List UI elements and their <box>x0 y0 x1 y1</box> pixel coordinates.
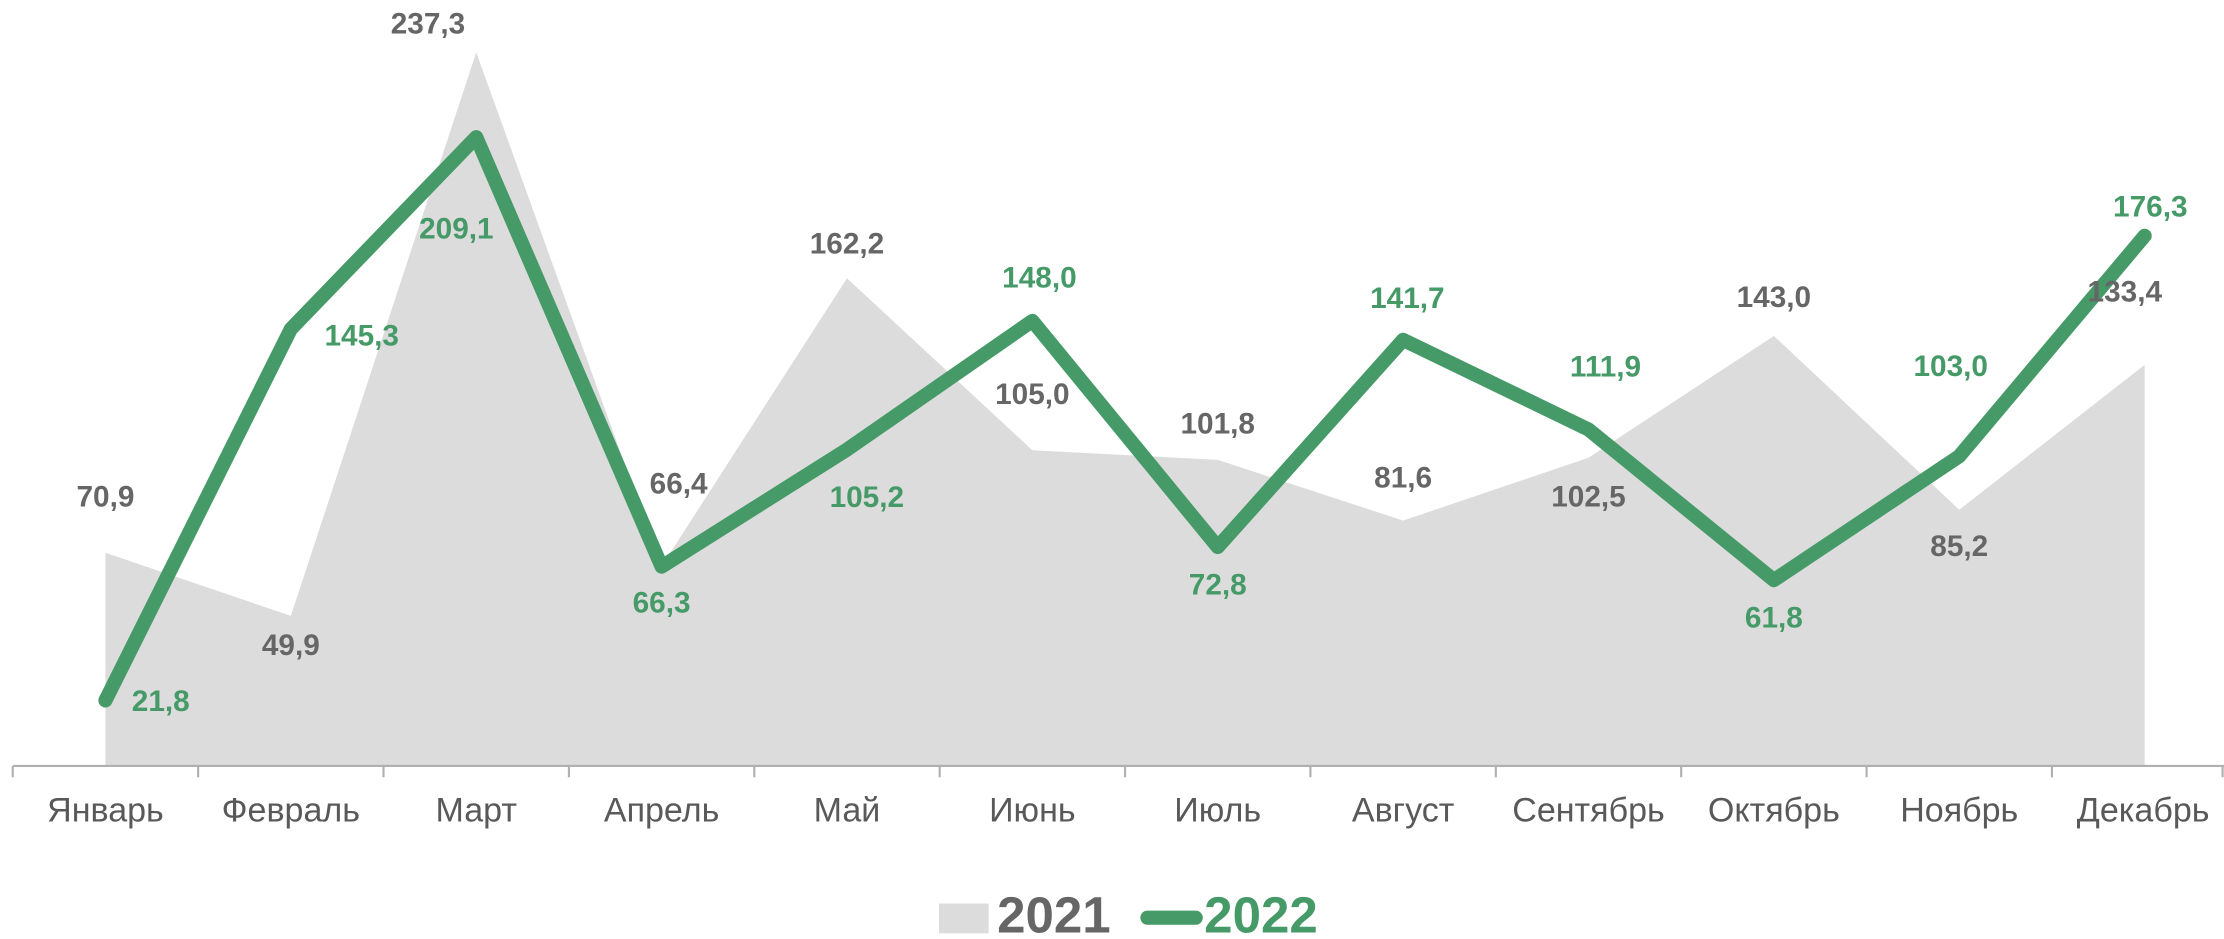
data-label: 49,9 <box>262 629 320 662</box>
data-label: 148,0 <box>1002 262 1076 295</box>
x-tick-label: Март <box>435 792 516 830</box>
data-label: 85,2 <box>1930 530 1988 563</box>
data-label: 21,8 <box>132 685 190 718</box>
data-label: 66,3 <box>633 587 691 620</box>
area-2021 <box>105 52 2145 766</box>
x-tick-label: Апрель <box>604 792 719 830</box>
data-label: 176,3 <box>2113 191 2188 224</box>
x-tick-label: Ноябрь <box>1900 792 2018 830</box>
x-tick-label: Февраль <box>222 792 360 830</box>
data-label: 143,0 <box>1737 281 1811 314</box>
data-label: 133,4 <box>2088 276 2163 309</box>
legend-label: 2022 <box>1204 887 1318 939</box>
data-label: 72,8 <box>1189 569 1247 602</box>
data-label: 141,7 <box>1370 282 1445 315</box>
x-tick-label: Июнь <box>989 792 1076 830</box>
data-label: 237,3 <box>391 7 465 40</box>
data-label: 70,9 <box>76 481 134 514</box>
x-tick-label: Декабрь <box>2077 792 2210 830</box>
data-label: 111,9 <box>1570 350 1641 383</box>
data-label: 61,8 <box>1745 602 1803 635</box>
data-label: 103,0 <box>1914 350 1989 383</box>
x-tick-label: Сентябрь <box>1512 792 1664 830</box>
data-label: 66,4 <box>650 467 708 500</box>
data-label: 105,2 <box>830 481 905 514</box>
x-tick-label: Июль <box>1174 792 1261 830</box>
line-2022 <box>98 130 2152 708</box>
data-label: 102,5 <box>1551 481 1625 514</box>
x-tick-label: Январь <box>47 792 164 830</box>
x-tick-label: Октябрь <box>1708 792 1840 830</box>
data-label: 162,2 <box>810 227 884 260</box>
x-tick-label: Май <box>814 792 881 830</box>
legend-label: 2021 <box>997 887 1111 939</box>
data-label: 81,6 <box>1374 461 1432 494</box>
legend-swatch <box>938 903 989 934</box>
data-label: 209,1 <box>419 213 494 246</box>
data-label: 145,3 <box>325 319 399 352</box>
x-tick-label: Август <box>1352 792 1454 830</box>
data-label: 105,0 <box>995 378 1070 411</box>
data-label: 101,8 <box>1180 408 1254 441</box>
